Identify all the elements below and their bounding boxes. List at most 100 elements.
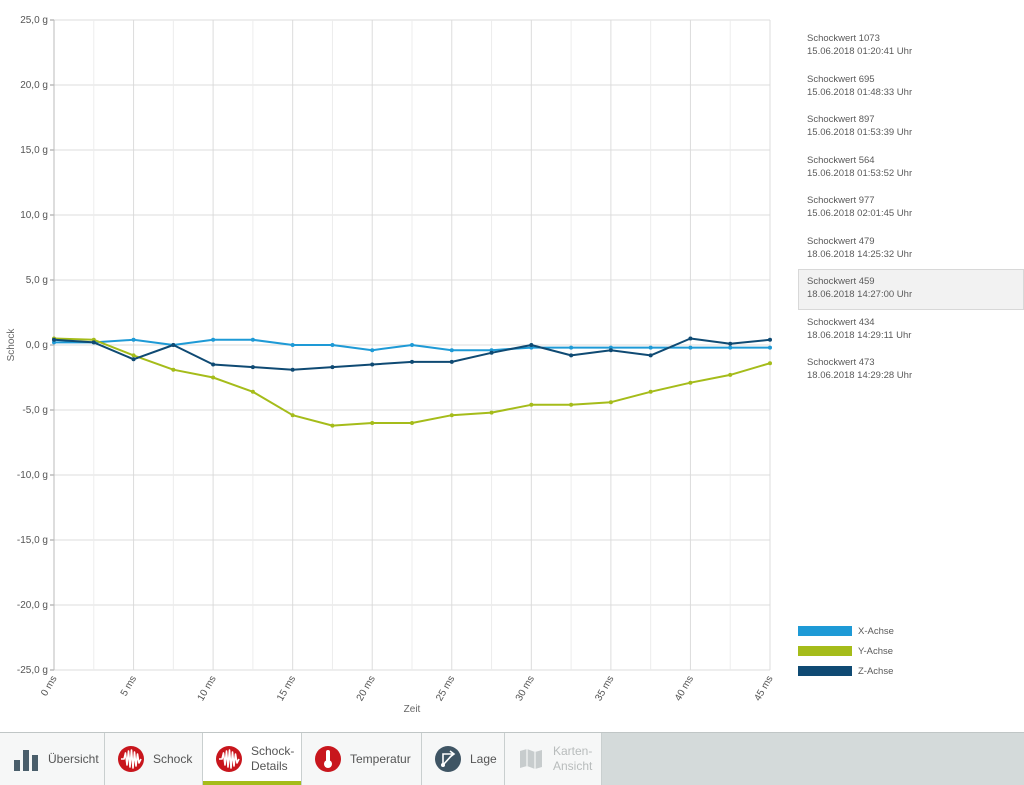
data-point	[410, 359, 414, 364]
data-point	[648, 345, 653, 350]
shock-item-title: Schockwert 564	[807, 154, 875, 166]
shock-list-item[interactable]: Schockwert 977 15.06.2018 02:01:45 Uhr	[798, 188, 1024, 229]
shock-item-title: Schockwert 473	[807, 357, 875, 368]
data-point	[250, 337, 255, 342]
shock-item-title: Schockwert 977	[807, 195, 875, 206]
data-point	[529, 343, 534, 347]
tab-label: Karten- Ansicht	[553, 744, 593, 773]
shock-item-date: 18.06.2018 14:25:32 Uhr	[807, 248, 913, 260]
shock-item-title: Schockwert 695	[807, 73, 875, 85]
legend-label: Z-Achse	[858, 665, 894, 677]
legend-label: X-Achse	[858, 625, 894, 637]
data-point	[290, 343, 295, 347]
data-point	[330, 365, 335, 370]
data-point	[410, 421, 414, 425]
x-tick-label: 35 ms	[593, 674, 616, 703]
legend-swatch	[798, 666, 852, 676]
chart-legend: X-Achse Y-Achse Z-Achse	[798, 621, 998, 681]
tab-uebersicht[interactable]: Übersicht	[0, 733, 105, 785]
data-point	[688, 380, 693, 385]
tab-label: Temperatur	[350, 751, 411, 766]
tab-lage[interactable]: Lage	[422, 733, 505, 785]
map-icon	[517, 745, 545, 773]
data-point	[569, 353, 574, 358]
y-tick-label: 0,0 g	[26, 340, 48, 351]
shock-list-item[interactable]: Schockwert 1073 15.06.2018 01:20:41 Uhr	[798, 26, 1024, 67]
shock-list-item[interactable]: Schockwert 695 15.06.2018 01:48:33 Uhr	[798, 67, 1024, 108]
legend-item[interactable]: Y-Achse	[798, 641, 998, 661]
y-axis-title: Schock	[6, 328, 17, 362]
tab-schock[interactable]: Schock	[105, 733, 203, 785]
tab-karten-ansicht: Karten- Ansicht	[505, 733, 602, 785]
x-tick-label: 40 ms	[673, 674, 696, 703]
data-point	[449, 359, 454, 364]
legend-swatch	[798, 646, 852, 656]
data-point	[330, 423, 335, 428]
data-point	[449, 348, 454, 353]
data-point	[211, 362, 216, 367]
shock-list-item[interactable]: Schockwert 479 18.06.2018 14:25:32 Uhr	[798, 229, 1024, 270]
data-point	[569, 345, 574, 350]
y-tick-label: 5,0 g	[26, 275, 48, 286]
data-point	[131, 353, 136, 358]
data-point	[648, 389, 653, 394]
data-point	[91, 340, 96, 345]
data-point	[728, 341, 733, 346]
data-point	[569, 402, 574, 407]
data-point	[688, 336, 693, 341]
bar-chart-icon	[12, 745, 40, 773]
thermometer-icon	[314, 745, 342, 773]
shock-item-title: Schockwert 479	[807, 235, 875, 247]
data-point	[171, 367, 176, 372]
data-point	[211, 337, 216, 342]
x-tick-label: 5 ms	[119, 674, 139, 698]
data-point	[608, 400, 613, 405]
shock-item-title: Schockwert 459	[807, 276, 875, 287]
data-point	[768, 345, 772, 350]
y-tick-label: -5,0 g	[22, 405, 48, 416]
data-point	[768, 337, 772, 342]
shock-item-date: 18.06.2018 14:29:11 Uhr	[807, 329, 912, 341]
shock-chart: 25,0 g 20,0 g 15,0 g 10,0 g 5,0 g 0,0 g -5,0 g…	[6, 15, 776, 715]
y-tick-label: 25,0 g	[20, 15, 48, 26]
legend-item[interactable]: X-Achse	[798, 621, 998, 641]
shock-item-date: 15.06.2018 01:53:39 Uhr	[807, 127, 913, 138]
shock-wave-icon	[215, 745, 243, 773]
data-point	[688, 345, 693, 350]
shock-list-item[interactable]: Schockwert 897 15.06.2018 01:53:39 Uhr	[798, 107, 1024, 148]
data-point	[370, 421, 375, 425]
data-point	[171, 343, 176, 347]
x-axis-title: Zeit	[404, 704, 421, 715]
x-tick-label: 10 ms	[196, 674, 219, 703]
x-tick-label: 0 ms	[39, 674, 59, 698]
data-point	[131, 337, 136, 342]
data-point	[728, 345, 733, 350]
shock-item-date: 15.06.2018 01:48:33 Uhr	[807, 86, 913, 98]
data-point	[250, 389, 255, 394]
data-point	[728, 372, 733, 377]
shock-item-date: 18.06.2018 14:29:28 Uhr	[807, 370, 913, 381]
legend-swatch	[798, 626, 852, 636]
legend-label: Y-Achse	[858, 645, 894, 657]
x-tick-label: 25 ms	[434, 674, 457, 703]
legend-item[interactable]: Z-Achse	[798, 661, 998, 681]
shock-list-item[interactable]: Schockwert 434 18.06.2018 14:29:11 Uhr	[798, 310, 1024, 351]
tab-schock-details[interactable]: Schock- Details	[203, 733, 302, 785]
shock-list-item[interactable]: Schockwert 473 18.06.2018 14:29:28 Uhr	[798, 350, 1024, 391]
y-tick-label: 15,0 g	[20, 145, 48, 156]
tab-temperatur[interactable]: Temperatur	[302, 733, 422, 785]
chart-svg: 25,0 g 20,0 g 15,0 g 10,0 g 5,0 g 0,0 g -5,0 g…	[6, 15, 776, 715]
x-tick-label: 45 ms	[752, 674, 775, 703]
shock-wave-icon	[117, 745, 145, 773]
data-point	[489, 410, 494, 415]
shock-item-title: Schockwert 1073	[807, 33, 880, 44]
shock-list-item[interactable]: Schockwert 564 15.06.2018 01:53:52 Uhr	[798, 148, 1024, 189]
shock-list-item[interactable]: Schockwert 459 18.06.2018 14:27:00 Uhr	[798, 269, 1024, 310]
bottom-tab-bar: Übersicht Schock Schock- Details Temperatur…	[0, 732, 1024, 785]
tab-label: Lage	[470, 751, 497, 766]
data-point	[529, 402, 534, 407]
data-point	[330, 343, 335, 347]
data-point	[648, 353, 653, 358]
data-point	[131, 357, 136, 362]
shock-item-date: 18.06.2018 14:27:00 Uhr	[807, 289, 913, 300]
